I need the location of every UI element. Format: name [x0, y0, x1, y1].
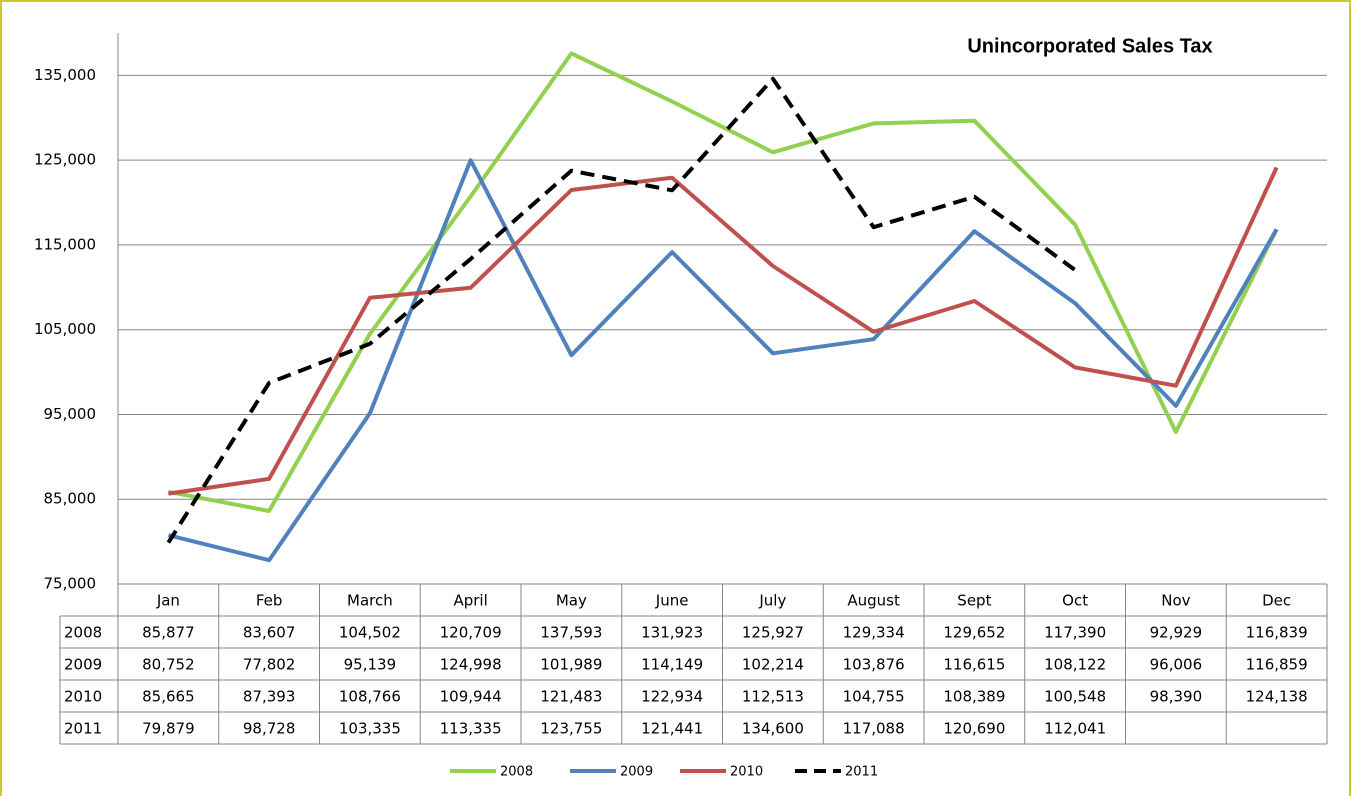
table-cell: 129,334 — [843, 624, 905, 642]
table-cell: 120,690 — [943, 720, 1005, 738]
legend-label: 2009 — [620, 765, 653, 780]
y-tick-label: 75,000 — [44, 575, 97, 593]
table-cell: 116,615 — [943, 656, 1005, 674]
table-cell: 124,998 — [440, 656, 502, 674]
table-row-label: 2011 — [64, 720, 102, 738]
table-cell: 116,839 — [1246, 624, 1308, 642]
table-cell: 95,139 — [344, 656, 397, 674]
x-tick-label: Dec — [1262, 592, 1291, 610]
table-cell: 121,483 — [540, 688, 602, 706]
table-cell: 109,944 — [440, 688, 502, 706]
table-cell: 98,390 — [1150, 688, 1203, 706]
table-cell: 112,513 — [742, 688, 804, 706]
table-cell: 108,766 — [339, 688, 401, 706]
y-tick-label: 105,000 — [34, 320, 96, 338]
y-tick-label: 95,000 — [44, 405, 97, 423]
table-cell: 120,709 — [440, 624, 502, 642]
table-cell: 121,441 — [641, 720, 703, 738]
table-cell: 117,390 — [1044, 624, 1106, 642]
table-cell: 103,876 — [843, 656, 905, 674]
y-tick-label: 85,000 — [44, 490, 97, 508]
x-tick-label: May — [556, 592, 587, 610]
legend-label: 2008 — [500, 765, 533, 780]
table-cell: 85,665 — [142, 688, 195, 706]
table-cell: 124,138 — [1246, 688, 1308, 706]
x-tick-label: August — [847, 592, 900, 610]
x-tick-label: Sept — [957, 592, 991, 610]
y-tick-label: 115,000 — [34, 235, 96, 253]
table-cell: 131,923 — [641, 624, 703, 642]
table-cell: 96,006 — [1150, 656, 1203, 674]
x-tick-label: July — [758, 592, 786, 610]
chart-title: Unincorporated Sales Tax — [967, 35, 1212, 57]
table-cell: 83,607 — [243, 624, 296, 642]
table-cell: 100,548 — [1044, 688, 1106, 706]
series-line — [167, 158, 1279, 563]
x-tick-label: Jan — [156, 592, 180, 610]
table-cell: 125,927 — [742, 624, 804, 642]
table-cell: 102,214 — [742, 656, 804, 674]
table-cell: 113,335 — [440, 720, 502, 738]
table-row-label: 2010 — [64, 688, 102, 706]
table-cell: 79,879 — [142, 720, 195, 738]
table-cell: 122,934 — [641, 688, 703, 706]
table-cell: 98,728 — [243, 720, 296, 738]
series-line — [168, 166, 1279, 496]
x-tick-label: March — [347, 592, 393, 610]
table-cell: 108,122 — [1044, 656, 1106, 674]
legend-label: 2011 — [845, 765, 878, 780]
table-cell: 123,755 — [540, 720, 602, 738]
table-cell: 101,989 — [540, 656, 602, 674]
table-cell: 103,335 — [339, 720, 401, 738]
table-cell: 87,393 — [243, 688, 296, 706]
table-cell: 85,877 — [142, 624, 195, 642]
series-line — [168, 51, 1279, 513]
x-tick-label: Oct — [1062, 592, 1088, 610]
table-cell: 116,859 — [1246, 656, 1308, 674]
table-cell: 137,593 — [540, 624, 602, 642]
x-tick-label: April — [453, 592, 487, 610]
table-cell: 108,389 — [943, 688, 1005, 706]
table-row-label: 2009 — [64, 656, 102, 674]
table-cell: 104,502 — [339, 624, 401, 642]
x-tick-label: Feb — [256, 592, 283, 610]
table-cell: 117,088 — [843, 720, 905, 738]
series-line — [166, 76, 1077, 544]
table-cell: 80,752 — [142, 656, 195, 674]
y-tick-label: 125,000 — [34, 151, 96, 169]
table-cell: 92,929 — [1150, 624, 1203, 642]
table-cell: 104,755 — [843, 688, 905, 706]
table-cell: 134,600 — [742, 720, 804, 738]
y-tick-label: 135,000 — [34, 66, 96, 84]
table-cell: 129,652 — [943, 624, 1005, 642]
table-cell: 77,802 — [243, 656, 296, 674]
table-row-label: 2008 — [64, 624, 102, 642]
table-cell: 114,149 — [641, 656, 703, 674]
table-cell: 112,041 — [1044, 720, 1106, 738]
x-tick-label: June — [655, 592, 689, 610]
legend-label: 2010 — [730, 765, 763, 780]
x-tick-label: Nov — [1161, 592, 1190, 610]
